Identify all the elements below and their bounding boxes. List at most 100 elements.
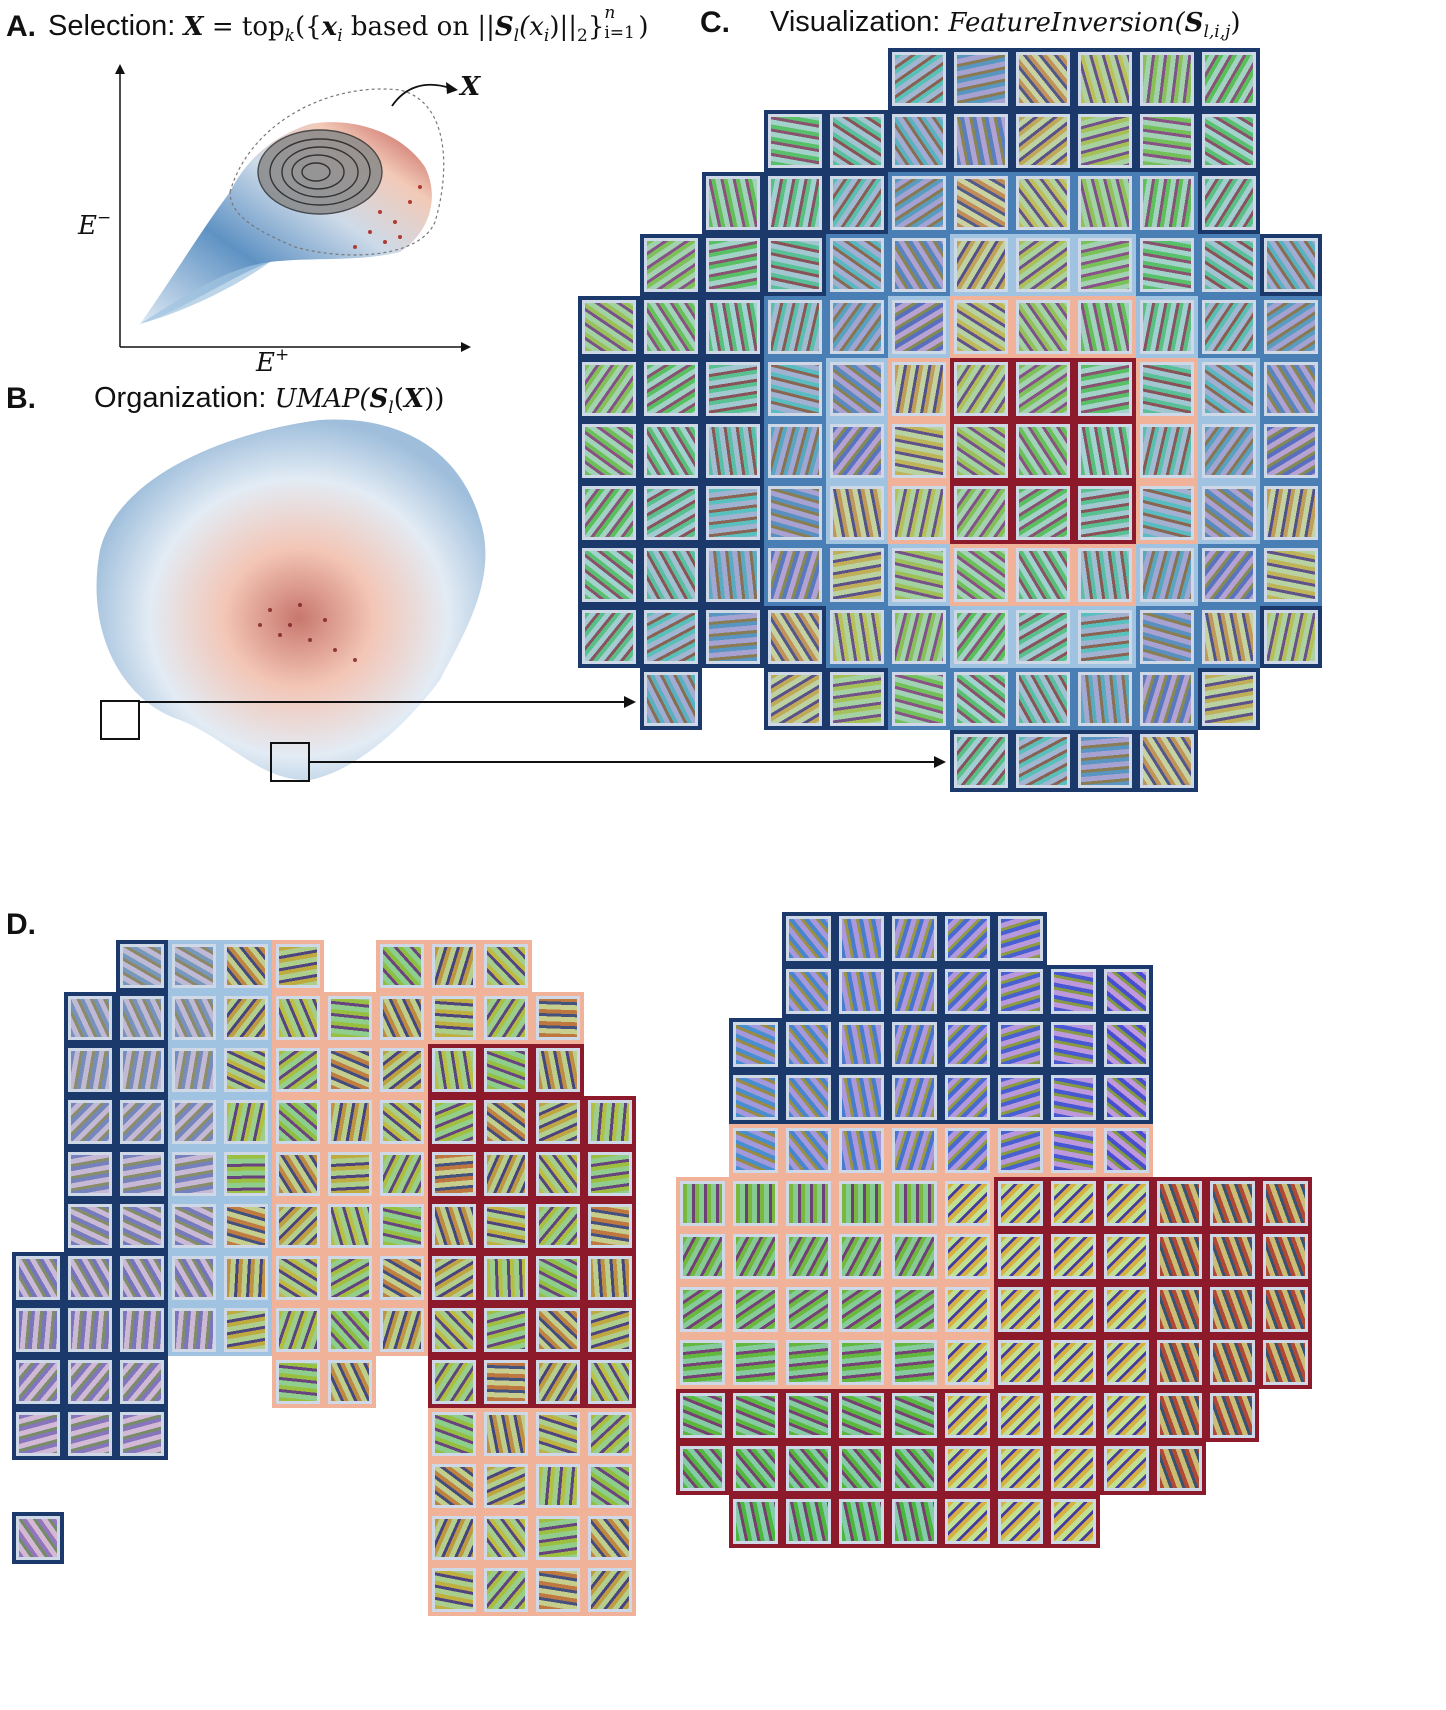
feature-tile-texture [1107,1131,1146,1170]
feature-tile-texture [539,1103,577,1141]
formula-b-l: l [388,398,394,418]
feature-tile-texture [1001,1131,1040,1170]
umap-plot-b [96,419,486,782]
feature-tile-texture [1266,1184,1305,1223]
feature-tile [578,420,640,482]
feature-tile [324,1096,376,1148]
feature-tile [1012,296,1074,358]
feature-tile-texture [331,1363,369,1401]
feature-tile [64,1252,116,1304]
feature-tile [376,940,428,992]
feature-tile-texture [1160,1343,1199,1382]
feature-tile-texture [435,1519,473,1557]
feature-tile-texture [842,919,881,958]
feature-tile [1074,48,1136,110]
feature-tile-texture [1019,117,1067,165]
feature-tile-texture [948,972,987,1011]
feature-tile-texture [71,1103,109,1141]
feature-tile-texture [771,179,819,227]
feature-tile [1047,1124,1100,1177]
feature-tile [220,1304,272,1356]
feature-tile [1198,606,1260,668]
feature-tile-texture [1205,241,1253,289]
feature-tile-texture [771,613,819,661]
feature-tile-texture [957,675,1005,723]
feature-tile [888,1018,941,1071]
feature-tile [764,668,826,730]
feature-tile-texture [1054,1131,1093,1170]
feature-tile-texture [279,1051,317,1089]
feature-tile-texture [19,1415,57,1453]
feature-tile-texture [736,1502,775,1541]
feature-tile [480,1096,532,1148]
feature-tile-texture [1054,1184,1093,1223]
feature-tile [994,1283,1047,1336]
feature-tile [64,1148,116,1200]
feature-tile-texture [948,1078,987,1117]
feature-tile-texture [833,365,881,413]
feature-tile [941,1177,994,1230]
umap-dense-points [258,603,357,662]
y-axis-arrow [115,64,125,74]
feature-tile-texture [957,365,1005,413]
feature-tile [994,1018,1047,1071]
feature-tile [1100,1230,1153,1283]
feature-tile-texture [895,1131,934,1170]
feature-tile-texture [435,1103,473,1141]
feature-tile [220,1044,272,1096]
feature-tile-texture [833,613,881,661]
feature-tile [12,1356,64,1408]
feature-tile-texture [331,1207,369,1245]
panel-c-formula: FeatureInversion(Sl,i,j) [948,8,1240,42]
feature-tile-texture [1107,1078,1146,1117]
feature-tile [1047,1495,1100,1548]
feature-tile [220,940,272,992]
feature-tile [676,1389,729,1442]
feature-tile-texture [948,1184,987,1223]
feature-tile-texture [895,55,943,103]
feature-tile [729,1336,782,1389]
feature-tile [584,1096,636,1148]
feature-tile [1074,544,1136,606]
feature-tile-texture [948,1449,987,1488]
feature-tile-texture [771,427,819,475]
feature-tile [272,1200,324,1252]
feature-tile [272,940,324,992]
feature-tile [480,1200,532,1252]
feature-tile-texture [683,1343,722,1382]
feature-tile-texture [771,551,819,599]
feature-tile [584,1200,636,1252]
feature-tile-texture [683,1290,722,1329]
feature-tile [764,110,826,172]
feature-tile [578,296,640,358]
feature-tile [835,965,888,1018]
feature-tile-texture [895,613,943,661]
feature-tile-texture [1266,1343,1305,1382]
feature-tile [1012,234,1074,296]
feature-tile-texture [1205,489,1253,537]
feature-tile-texture [591,1415,629,1453]
feature-tile [1012,110,1074,172]
feature-tile-texture [1213,1396,1252,1435]
feature-tile [168,1304,220,1356]
feature-tile [941,1124,994,1177]
feature-tile-texture [585,365,633,413]
feature-tile [168,1252,220,1304]
feature-tile-texture [1081,737,1129,785]
feature-tile-texture [1019,427,1067,475]
feature-tile [994,1124,1047,1177]
feature-tile-texture [1143,613,1191,661]
feature-tile [1260,544,1322,606]
feature-tile [941,1230,994,1283]
feature-tile-texture [1054,1502,1093,1541]
feature-tile [888,1230,941,1283]
feature-tile-texture [895,365,943,413]
feature-tile [272,992,324,1044]
feature-tile-texture [709,303,757,351]
feature-tile-texture [842,1343,881,1382]
panel-b-label: B. [6,382,36,415]
feature-tile [324,1044,376,1096]
formula-a-S: S [494,12,514,42]
feature-tile-texture [1019,675,1067,723]
panel-c-title: Visualization: FeatureInversion(Sl,i,j) [770,6,1241,42]
